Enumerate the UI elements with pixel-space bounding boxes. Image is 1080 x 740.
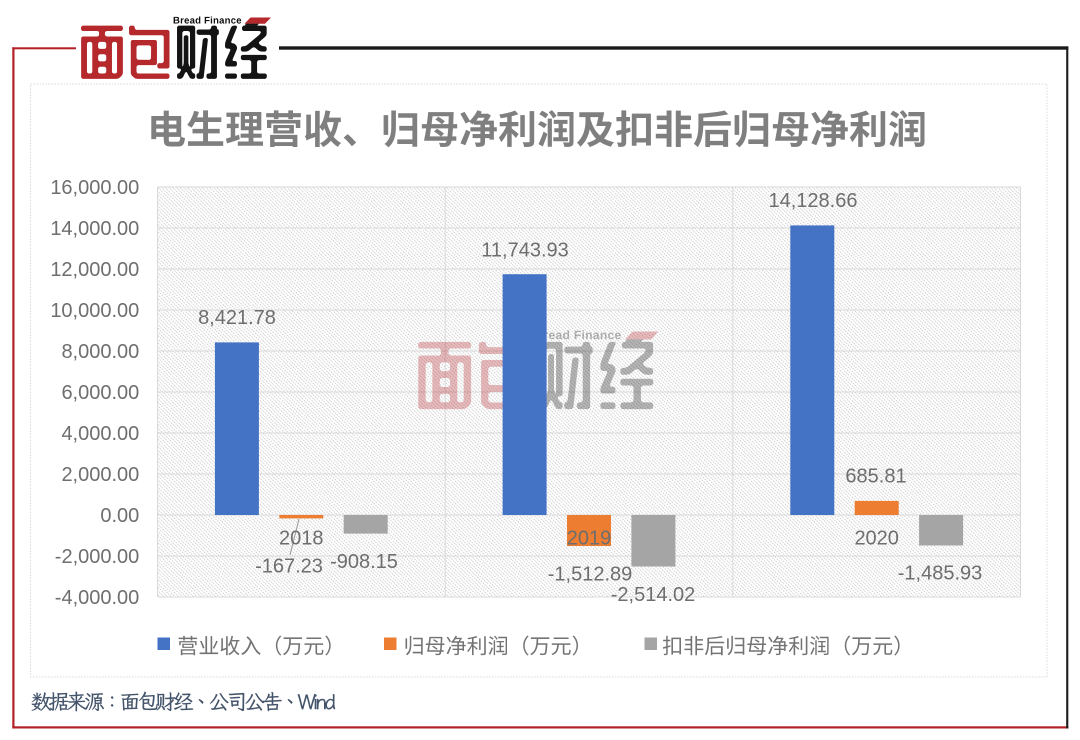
svg-text:-167.23: -167.23 xyxy=(255,556,323,578)
svg-text:2020: 2020 xyxy=(854,528,899,550)
svg-text:8,421.78: 8,421.78 xyxy=(198,307,276,329)
svg-text:-2,514.02: -2,514.02 xyxy=(611,584,696,606)
svg-text:2,000.00: 2,000.00 xyxy=(61,464,139,486)
svg-text:-2,000.00: -2,000.00 xyxy=(55,546,140,568)
svg-text:-908.15: -908.15 xyxy=(330,551,398,573)
svg-text:6,000.00: 6,000.00 xyxy=(61,382,139,404)
svg-text:-1,512.89: -1,512.89 xyxy=(548,563,633,585)
svg-text:-1,485.93: -1,485.93 xyxy=(898,563,983,585)
svg-text:-4,000.00: -4,000.00 xyxy=(55,587,140,609)
svg-text:10,000.00: 10,000.00 xyxy=(50,300,139,322)
svg-text:685.81: 685.81 xyxy=(845,466,906,488)
svg-text:4,000.00: 4,000.00 xyxy=(61,423,139,445)
svg-text:16,000.00: 16,000.00 xyxy=(50,177,139,199)
svg-text:14,128.66: 14,128.66 xyxy=(769,190,858,212)
svg-text:0.00: 0.00 xyxy=(100,505,139,527)
svg-text:14,000.00: 14,000.00 xyxy=(50,218,139,240)
svg-text:2018: 2018 xyxy=(279,528,324,550)
svg-text:12,000.00: 12,000.00 xyxy=(50,259,139,281)
svg-text:2019: 2019 xyxy=(567,528,612,550)
svg-text:8,000.00: 8,000.00 xyxy=(61,341,139,363)
svg-text:11,743.93: 11,743.93 xyxy=(481,240,569,262)
